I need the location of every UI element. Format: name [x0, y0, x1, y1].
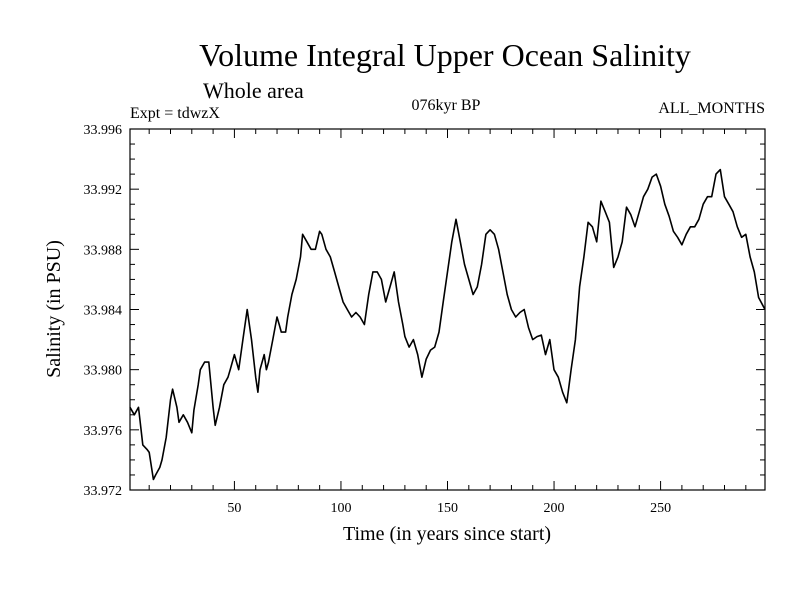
x-axis: 50 100 150 200 250 [148, 129, 747, 516]
y-tick-label: 33.976 [84, 424, 123, 439]
experiment-label: Expt = tdwzX [130, 105, 220, 122]
y-tick-label: 33.988 [84, 243, 123, 258]
x-tick-label: 100 [330, 501, 351, 516]
y-tick-label: 33.992 [84, 183, 123, 198]
x-tick-label: 50 [227, 501, 241, 516]
period-label: 076kyr BP [412, 97, 481, 114]
y-axis: 33.972 33.976 33.980 33.984 33.988 33.992 33.9… [84, 123, 765, 499]
y-tick-label: 33.996 [84, 123, 123, 138]
months-label: ALL_MONTHS [658, 100, 765, 117]
y-tick-label: 33.980 [84, 364, 123, 379]
x-axis-label: Time (in years since start) [343, 523, 551, 545]
x-tick-label: 150 [437, 501, 458, 516]
x-tick-label: 250 [650, 501, 671, 516]
chart-title: Volume Integral Upper Ocean Salinity [199, 37, 691, 73]
y-axis-label: Salinity (in PSU) [43, 240, 65, 378]
chart-subtitle: Whole area [203, 78, 304, 103]
plot-frame [129, 128, 766, 491]
y-tick-label: 33.984 [84, 304, 123, 319]
y-tick-label: 33.972 [84, 484, 123, 499]
x-tick-label: 200 [544, 501, 565, 516]
salinity-series-line [129, 168, 766, 481]
